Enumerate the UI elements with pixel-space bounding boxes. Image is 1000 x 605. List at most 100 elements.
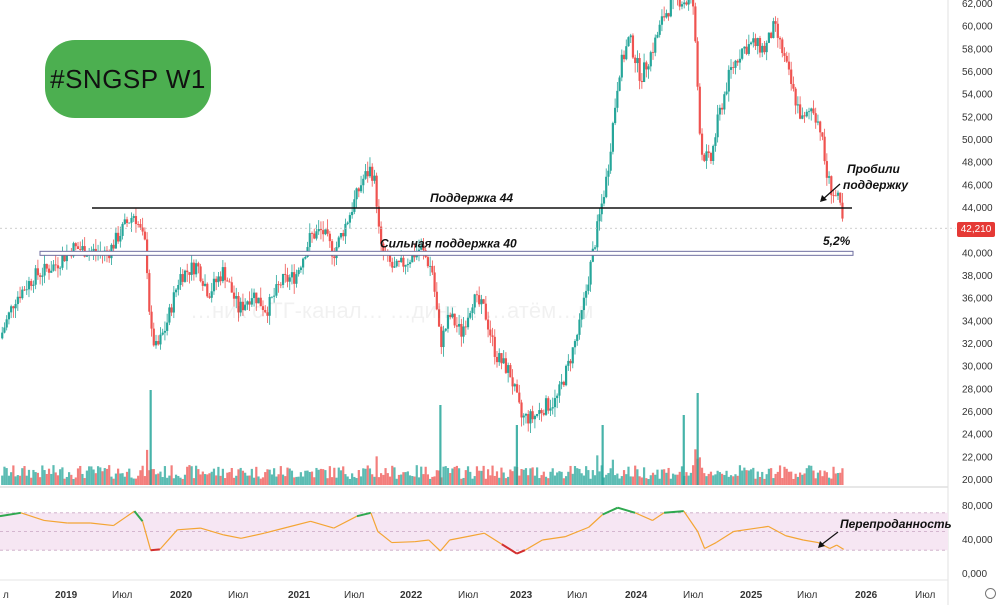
candle-body	[284, 273, 287, 275]
support-40-label: Сильная поддержка 40	[380, 236, 517, 250]
rsi-segment	[439, 539, 451, 552]
volume-bar	[183, 474, 187, 485]
volume-bar	[660, 469, 664, 485]
volume-bar	[96, 466, 100, 485]
volume-bar	[355, 478, 358, 485]
volume-bar	[529, 468, 532, 485]
y-tick-label: 38,000	[962, 271, 993, 282]
y-tick-label: 24,000	[962, 430, 993, 441]
volume-bar	[237, 469, 240, 485]
candle-body	[41, 275, 44, 277]
candle-body	[598, 214, 601, 222]
rsi-segment	[704, 542, 717, 550]
candle-body	[810, 108, 813, 112]
volume-bar	[90, 466, 93, 485]
candle-body	[805, 111, 808, 117]
axes: 20,000 22,000 24,000 26,000 28,000 30,000 32,0…	[3, 0, 993, 601]
candle-body	[63, 255, 66, 262]
volume-bar	[76, 468, 80, 485]
volume-bar	[411, 476, 414, 485]
candle-body	[634, 57, 637, 64]
candle-body	[355, 188, 358, 200]
candle-body	[498, 353, 501, 363]
volume-bar	[478, 470, 481, 485]
volume-bar	[796, 476, 799, 485]
y-tick-label: 56,000	[962, 67, 993, 78]
volume-bar	[736, 475, 739, 485]
volume-bar	[785, 468, 788, 485]
y-tick-label: 36,000	[962, 294, 993, 305]
volume-bar	[371, 474, 374, 485]
broken-note-line1: Пробили	[847, 162, 901, 176]
volume-bar	[620, 476, 623, 485]
volume-bar	[593, 475, 597, 485]
volume-bar	[344, 474, 347, 485]
volume-bar	[551, 468, 554, 485]
candle-body	[446, 314, 450, 329]
candle-body	[304, 256, 307, 259]
candle-body	[302, 258, 305, 268]
candle-body	[504, 358, 508, 373]
candle-body	[493, 336, 496, 357]
volume-bar	[125, 471, 129, 485]
volume-bar	[275, 476, 278, 485]
rsi-segment	[377, 531, 393, 544]
candle-body	[388, 253, 392, 262]
volume-spike	[439, 405, 442, 485]
candle-body	[736, 60, 739, 63]
candle-body	[406, 264, 409, 266]
candle-body	[556, 395, 559, 399]
candle-body	[132, 216, 135, 218]
volume-bar	[235, 475, 238, 485]
candle-body	[1, 332, 4, 339]
candle-body	[636, 58, 639, 64]
volume-bar	[281, 474, 285, 485]
volume-bar	[636, 469, 639, 485]
candle-body	[801, 115, 804, 119]
candle-body	[366, 171, 369, 177]
settings-icon[interactable]	[985, 588, 996, 599]
candle-body	[195, 263, 198, 275]
candle-body	[714, 137, 717, 146]
candle-body	[154, 341, 158, 346]
candle-body	[371, 166, 374, 181]
volume-bar	[157, 473, 160, 485]
candle-body	[330, 241, 334, 257]
volume-bar	[121, 473, 124, 485]
candle-body	[112, 244, 115, 249]
candle-body	[830, 176, 833, 196]
candle-body	[542, 412, 545, 415]
candle-body	[741, 48, 744, 59]
candle-body	[460, 323, 463, 337]
candle-body	[208, 296, 211, 298]
volume-bar	[493, 475, 496, 485]
volume-bar	[170, 465, 173, 485]
volume-bar	[480, 470, 483, 485]
volume-bar	[54, 472, 57, 485]
candle-body	[212, 278, 216, 292]
broken-note-line2: поддержку	[843, 178, 909, 192]
volume-bar	[61, 467, 64, 485]
candle-body	[531, 411, 534, 420]
volume-bar	[215, 475, 218, 485]
volume-bar	[56, 475, 60, 485]
volume-bar	[250, 468, 253, 485]
volume-spike	[601, 425, 604, 485]
volume-bar	[607, 473, 610, 485]
candle-body	[275, 284, 278, 296]
volume-bar	[727, 476, 730, 485]
candle-body	[582, 297, 586, 311]
volume-bar	[830, 478, 833, 485]
y-tick-label: 20,000	[962, 475, 993, 486]
volume-bar	[402, 472, 405, 485]
candle-body	[790, 69, 793, 84]
volume-bar	[7, 475, 11, 485]
rsi-segment	[484, 532, 503, 545]
candle-body	[783, 53, 786, 56]
candle-body	[734, 60, 737, 68]
volume-bar	[774, 473, 777, 485]
candle-body	[471, 307, 474, 314]
grid	[0, 0, 949, 605]
volume-bar	[772, 478, 775, 485]
